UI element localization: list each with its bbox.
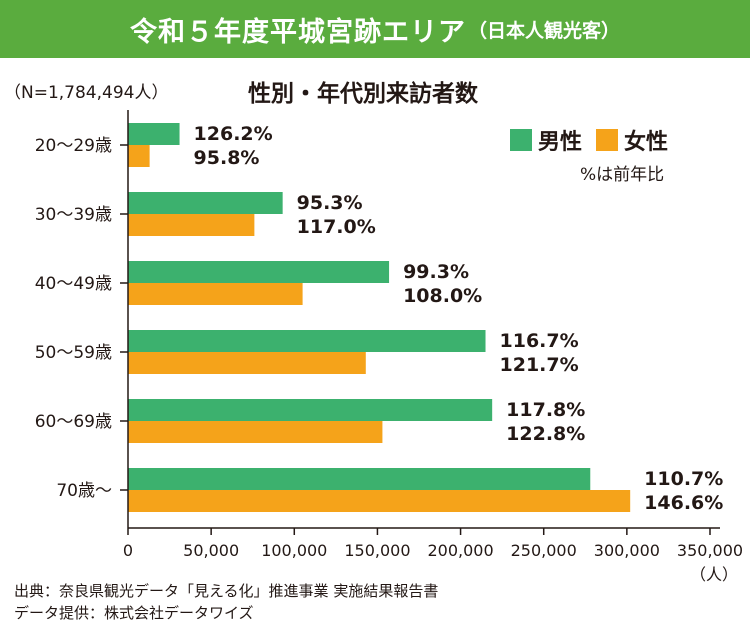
source-line: データ提供：株式会社データワイズ <box>14 604 254 622</box>
legend-male-swatch <box>510 129 532 151</box>
source-line: 出典：奈良県観光データ「見える化」推進事業 実施結果報告書 <box>14 582 439 600</box>
yoy-label: 121.7% <box>500 354 579 376</box>
x-tick-label: 100,000 <box>261 541 327 560</box>
category-label: 40〜49歳 <box>35 274 112 294</box>
yoy-label: 110.7% <box>644 468 723 490</box>
x-tick-label: 50,000 <box>183 541 239 560</box>
bar-female <box>128 145 150 167</box>
yoy-label: 117.0% <box>297 216 376 238</box>
legend-female-swatch <box>596 129 619 151</box>
legend-note: %は前年比 <box>580 165 665 185</box>
x-tick-label: 350,000 <box>677 541 743 560</box>
legend-female-label: 女性 <box>624 130 669 155</box>
x-tick-label: 300,000 <box>594 541 660 560</box>
legend-male-label: 男性 <box>538 130 583 155</box>
x-tick-label: 150,000 <box>344 541 410 560</box>
bar-male <box>128 123 180 145</box>
yoy-label: 126.2% <box>194 123 273 145</box>
bar-male <box>128 468 591 490</box>
sample-size-label: （N=1,784,494人） <box>4 83 169 103</box>
x-axis-unit: （人） <box>690 565 738 584</box>
yoy-label: 95.3% <box>297 192 363 214</box>
legend-female: 女性 <box>596 124 668 156</box>
x-tick-label: 200,000 <box>427 541 493 560</box>
yoy-label: 117.8% <box>506 399 585 421</box>
x-tick-label: 0 <box>123 541 133 560</box>
yoy-label: 95.8% <box>194 147 260 169</box>
yoy-label: 116.7% <box>500 330 579 352</box>
yoy-label: 122.8% <box>506 423 585 445</box>
x-tick-label: 250,000 <box>511 541 577 560</box>
legend-male: 男性 <box>510 124 582 156</box>
chart-title: 性別・年代別来訪者数 <box>248 81 478 107</box>
bar-female <box>128 214 255 236</box>
bar-male <box>128 399 493 421</box>
header-banner: 令和５年度平城宮跡エリア （日本人観光客） <box>0 0 750 58</box>
category-label: 50〜59歳 <box>35 343 112 363</box>
bar-female <box>128 352 366 374</box>
yoy-label: 99.3% <box>403 261 469 283</box>
yoy-label: 108.0% <box>403 285 482 307</box>
category-label: 30〜39歳 <box>35 205 112 225</box>
banner-title: 令和５年度平城宮跡エリア <box>129 16 466 48</box>
banner-subtitle: （日本人観光客） <box>467 19 620 42</box>
source-text: 出典：奈良県観光データ「見える化」推進事業 実施結果報告書 データ提供：株式会社… <box>14 580 438 624</box>
category-label: 70歳〜 <box>56 481 112 501</box>
legend: 男性 女性 <box>510 124 682 156</box>
category-label: 60〜69歳 <box>35 412 112 432</box>
bar-male <box>128 192 283 214</box>
bar-male <box>128 261 390 283</box>
bar-male <box>128 330 486 352</box>
yoy-label: 146.6% <box>644 492 723 514</box>
category-label: 20〜29歳 <box>35 136 112 156</box>
bar-female <box>128 421 383 443</box>
bar-female <box>128 490 631 512</box>
bar-female <box>128 283 303 305</box>
